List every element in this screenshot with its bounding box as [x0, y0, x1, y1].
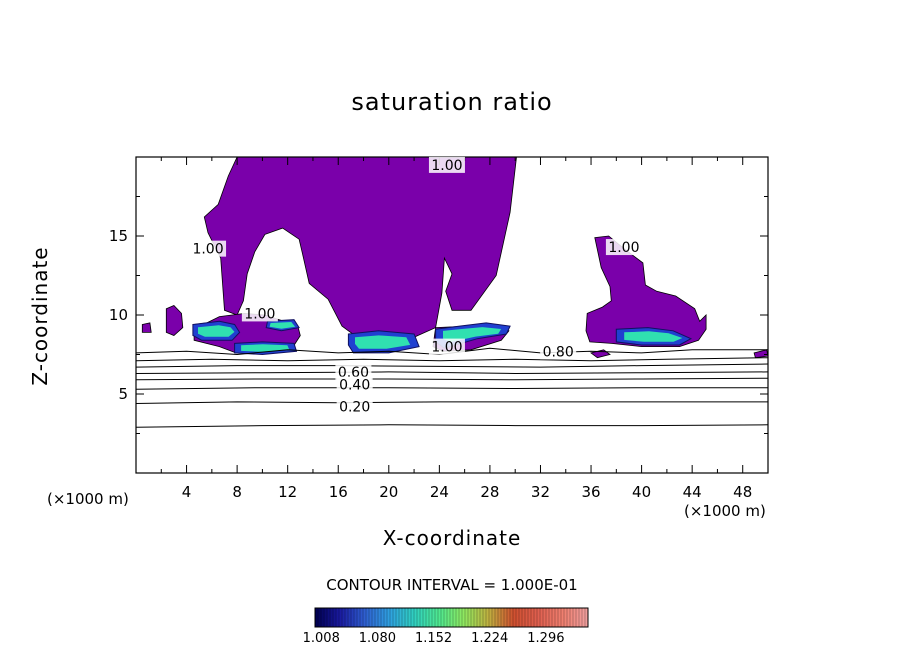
x-tick-label: 24 — [430, 483, 449, 501]
x-axis-unit: (×1000 m) — [47, 490, 129, 508]
x-tick-label: 8 — [232, 483, 242, 501]
contour-label-bg — [605, 239, 642, 256]
x-tick-label: 20 — [379, 483, 398, 501]
colorbar: 1.008 1.080 1.152 1.224 1.296 — [303, 607, 589, 646]
contour-line-0-20 — [136, 401, 768, 404]
z-axis-unit: (×1000 m) — [684, 502, 766, 520]
x-axis-label: X-coordinate — [382, 526, 522, 550]
contour-label-bg — [190, 240, 227, 257]
contour-label-bg — [428, 338, 465, 355]
x-tick-label: 36 — [581, 483, 600, 501]
contour-line-0-40 — [136, 377, 768, 381]
contour-line-0-30 — [136, 387, 768, 390]
supersat-patch-inner-0 — [198, 325, 235, 337]
x-tick-label: 4 — [182, 483, 192, 501]
contour-line-0-10 — [136, 424, 768, 428]
contour-label: 0.80 — [543, 344, 574, 360]
contour-label: 0.20 — [339, 400, 370, 416]
y-axis-label: Z-coordinate — [28, 246, 52, 386]
contour-label-bg — [336, 376, 373, 393]
contour-lines — [136, 347, 768, 428]
supersat-patch-inner-2 — [269, 322, 296, 329]
saturation-region-0 — [203, 157, 517, 341]
saturation-region-2 — [165, 305, 184, 336]
contour-label: 1.00 — [192, 242, 223, 258]
contour-line-0-50 — [136, 371, 768, 375]
supersat-patch-inner-1 — [241, 344, 290, 352]
contour-label: 1.00 — [431, 340, 462, 356]
saturation-region-5 — [585, 235, 707, 348]
contour-label-bg — [428, 156, 465, 173]
supersat-patch-inner-4 — [443, 327, 502, 343]
supersat-patch-inner-5 — [624, 331, 683, 342]
y-tick-label: 5 — [118, 385, 128, 403]
contour-label: 1.00 — [608, 240, 639, 256]
saturation-region-7 — [753, 349, 768, 359]
x-tick-label: 48 — [733, 483, 752, 501]
colorbar-tick-label: 1.080 — [359, 631, 396, 646]
supersat-patch-inner-3 — [355, 335, 411, 349]
contour-label: 1.00 — [244, 306, 275, 322]
x-tick-label: 12 — [278, 483, 297, 501]
colorbar-tick-label: 1.224 — [471, 631, 508, 646]
contour-label: 1.00 — [431, 158, 462, 174]
x-tick-label: 32 — [531, 483, 550, 501]
y-tick-label: 10 — [109, 306, 128, 324]
saturation-region-3 — [141, 322, 152, 333]
colorbar-tick-label: 1.152 — [415, 631, 452, 646]
x-tick-label: 16 — [329, 483, 348, 501]
x-tick-label: 40 — [632, 483, 651, 501]
contour-line-0-70 — [136, 357, 768, 362]
colorbar-tick-label: 1.296 — [527, 631, 564, 646]
contour-label: 0.40 — [339, 378, 370, 394]
contour-label-bg — [336, 398, 373, 415]
chart-title: saturation ratio — [351, 88, 553, 116]
contour-interval: CONTOUR INTERVAL = 1.000E-01 — [326, 576, 578, 594]
contour-label-bg — [335, 363, 372, 380]
colorbar-tick-label: 1.008 — [303, 631, 340, 646]
x-tick-label: 28 — [480, 483, 499, 501]
y-tick-label: 15 — [109, 227, 128, 245]
colorbar-gradient — [314, 607, 589, 628]
contour-line-0-60 — [136, 363, 768, 368]
x-tick-label: 44 — [683, 483, 702, 501]
contour-label-bg — [241, 305, 278, 322]
contour-label-bg — [540, 343, 577, 360]
contour-labels: 1.001.001.001.001.00 0.800.600.400.20 — [190, 156, 642, 416]
